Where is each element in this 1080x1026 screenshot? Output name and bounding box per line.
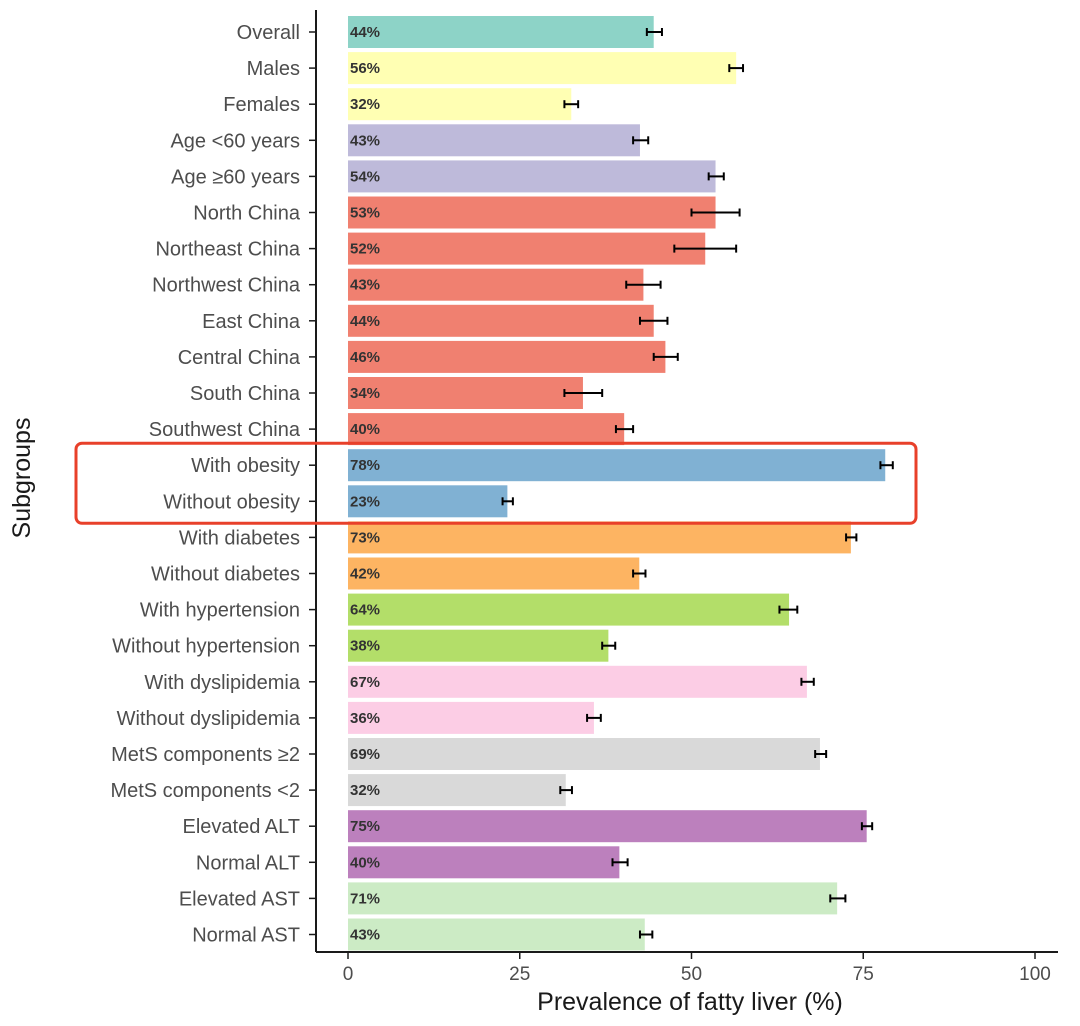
bar [348, 88, 571, 120]
x-tick-label: 25 [509, 964, 530, 985]
bar [348, 124, 640, 156]
bar [348, 341, 665, 373]
y-tick-label: Northeast China [155, 239, 300, 261]
y-axis-title: Subgroups [8, 418, 36, 539]
y-tick-label: Males [247, 58, 300, 80]
bar [348, 233, 705, 265]
data-label: 71% [350, 890, 380, 907]
bar [348, 449, 885, 481]
data-label: 42% [350, 566, 380, 583]
y-tick-label: Without obesity [163, 491, 300, 513]
y-tick-label: Normal AST [192, 925, 300, 947]
bar [348, 702, 594, 734]
bar [348, 197, 716, 229]
y-axis-categories: Overall Males Females Age <60 years Age ≥60 … [110, 22, 316, 947]
data-label: 67% [350, 674, 380, 691]
data-label: 54% [350, 168, 380, 185]
bar [348, 882, 837, 914]
bar [348, 521, 851, 553]
bars-layer [348, 16, 885, 951]
y-tick-label: MetS components <2 [110, 780, 300, 802]
data-label: 73% [350, 529, 380, 546]
bar [348, 630, 608, 662]
data-label: 34% [350, 385, 380, 402]
bar [348, 666, 807, 698]
x-tick-label: 50 [681, 964, 702, 985]
y-tick-label: MetS components ≥2 [111, 744, 300, 766]
data-label: 43% [350, 132, 380, 149]
y-tick-label: North China [193, 203, 301, 225]
y-tick-label: Southwest China [149, 419, 301, 441]
bar [348, 305, 654, 337]
y-tick-label: Central China [178, 347, 301, 369]
data-label: 43% [350, 927, 380, 944]
bar [348, 52, 736, 84]
y-tick-label: With obesity [191, 455, 300, 477]
x-tick-label: 100 [1019, 964, 1051, 985]
bar [348, 558, 639, 590]
data-label: 75% [350, 818, 380, 835]
data-label: 32% [350, 96, 380, 113]
bar [348, 413, 624, 445]
y-tick-label: Overall [237, 22, 300, 44]
data-label: 44% [350, 313, 380, 330]
y-tick-label: Without diabetes [151, 564, 300, 586]
bar [348, 16, 654, 48]
data-label: 69% [350, 746, 380, 763]
data-label: 52% [350, 241, 380, 258]
data-label: 40% [350, 421, 380, 438]
y-tick-label: Age ≥60 years [171, 166, 300, 188]
data-label: 64% [350, 602, 380, 619]
bar [348, 919, 645, 951]
data-label: 56% [350, 60, 380, 77]
x-axis-ticks: 0 25 50 75 100 [343, 952, 1051, 985]
data-label: 23% [350, 493, 380, 510]
data-label: 78% [350, 457, 380, 474]
y-tick-label: East China [202, 311, 301, 333]
data-label: 46% [350, 349, 380, 366]
y-tick-label: With dyslipidemia [144, 672, 300, 694]
y-tick-label: Northwest China [152, 275, 301, 297]
data-label: 53% [350, 205, 380, 222]
bar [348, 846, 619, 878]
y-tick-label: Normal ALT [196, 852, 300, 874]
x-tick-label: 75 [853, 964, 874, 985]
bar [348, 269, 643, 301]
y-tick-label: Without hypertension [112, 636, 300, 658]
bar [348, 160, 716, 192]
y-tick-label: With hypertension [140, 600, 300, 622]
x-tick-label: 0 [343, 964, 354, 985]
data-label: 44% [350, 24, 380, 41]
bar [348, 377, 583, 409]
y-tick-label: South China [190, 383, 301, 405]
y-tick-label: Without dyslipidemia [117, 708, 301, 730]
y-tick-label: With diabetes [179, 527, 300, 549]
y-tick-label: Age <60 years [170, 130, 300, 152]
y-tick-label: Elevated AST [179, 888, 300, 910]
y-tick-label: Females [223, 94, 300, 116]
bar [348, 594, 789, 626]
data-label: 36% [350, 710, 380, 727]
bar [348, 810, 867, 842]
bar [348, 774, 566, 806]
data-label: 43% [350, 277, 380, 294]
x-axis-title: Prevalence of fatty liver (%) [537, 988, 843, 1016]
data-label: 38% [350, 638, 380, 655]
data-label: 32% [350, 782, 380, 799]
data-label: 40% [350, 854, 380, 871]
bar [348, 738, 820, 770]
y-tick-label: Elevated ALT [183, 816, 300, 838]
